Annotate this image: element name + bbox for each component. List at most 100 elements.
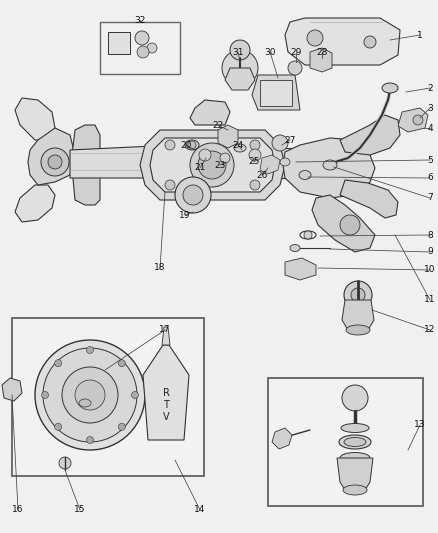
Ellipse shape xyxy=(381,83,397,93)
Circle shape xyxy=(363,36,375,48)
Circle shape xyxy=(190,143,233,187)
Text: 23: 23 xyxy=(214,160,225,169)
Circle shape xyxy=(412,115,422,125)
Text: 21: 21 xyxy=(194,164,205,173)
Polygon shape xyxy=(143,345,189,440)
Bar xyxy=(259,80,291,106)
Circle shape xyxy=(35,340,145,450)
Text: 15: 15 xyxy=(74,505,85,514)
Text: 2: 2 xyxy=(426,84,432,93)
Polygon shape xyxy=(15,98,55,140)
Circle shape xyxy=(75,380,105,410)
Circle shape xyxy=(41,148,69,176)
Circle shape xyxy=(147,43,157,53)
Text: 27: 27 xyxy=(284,135,295,144)
Circle shape xyxy=(249,180,259,190)
Text: T: T xyxy=(162,400,169,410)
Circle shape xyxy=(230,40,249,60)
Polygon shape xyxy=(218,125,237,148)
Circle shape xyxy=(131,392,138,399)
Bar xyxy=(100,22,180,74)
Circle shape xyxy=(272,135,287,151)
Circle shape xyxy=(118,423,125,430)
Circle shape xyxy=(165,140,175,150)
Circle shape xyxy=(222,50,258,86)
Text: 12: 12 xyxy=(424,326,434,335)
Text: 19: 19 xyxy=(179,211,191,220)
Ellipse shape xyxy=(345,325,369,335)
Polygon shape xyxy=(225,68,254,90)
Circle shape xyxy=(55,360,62,367)
Text: V: V xyxy=(162,412,169,422)
Text: 6: 6 xyxy=(426,174,432,182)
Circle shape xyxy=(198,151,226,179)
Text: 7: 7 xyxy=(426,193,432,203)
Polygon shape xyxy=(284,258,315,280)
Circle shape xyxy=(135,31,148,45)
Text: 30: 30 xyxy=(264,47,275,56)
Polygon shape xyxy=(309,48,331,72)
Text: 11: 11 xyxy=(423,295,435,304)
Circle shape xyxy=(55,423,62,430)
Ellipse shape xyxy=(290,245,299,252)
Text: 25: 25 xyxy=(248,157,259,166)
Circle shape xyxy=(287,61,301,75)
Circle shape xyxy=(219,153,230,163)
Text: 26: 26 xyxy=(256,171,267,180)
Text: 10: 10 xyxy=(423,265,435,274)
Polygon shape xyxy=(70,145,175,178)
Text: 31: 31 xyxy=(232,47,243,56)
Circle shape xyxy=(43,348,137,442)
Polygon shape xyxy=(162,327,170,345)
Circle shape xyxy=(350,288,364,302)
Ellipse shape xyxy=(184,140,198,150)
Text: 13: 13 xyxy=(413,421,425,430)
Ellipse shape xyxy=(298,171,310,180)
Text: 9: 9 xyxy=(426,247,432,256)
Text: 22: 22 xyxy=(212,120,223,130)
Circle shape xyxy=(341,385,367,411)
Polygon shape xyxy=(15,185,55,222)
Circle shape xyxy=(62,367,118,423)
Circle shape xyxy=(248,149,261,161)
Polygon shape xyxy=(339,115,399,155)
Text: 24: 24 xyxy=(232,141,243,149)
Text: 5: 5 xyxy=(426,156,432,165)
Circle shape xyxy=(165,180,175,190)
Bar xyxy=(12,318,204,476)
Ellipse shape xyxy=(343,438,365,447)
Ellipse shape xyxy=(340,424,368,432)
Circle shape xyxy=(249,140,259,150)
Circle shape xyxy=(137,46,148,58)
Polygon shape xyxy=(269,148,319,178)
Text: 16: 16 xyxy=(12,505,24,514)
Text: 17: 17 xyxy=(159,326,170,335)
Text: 1: 1 xyxy=(416,30,422,39)
Ellipse shape xyxy=(339,453,369,464)
Circle shape xyxy=(306,30,322,46)
Text: 20: 20 xyxy=(180,141,191,149)
Circle shape xyxy=(198,149,211,161)
Circle shape xyxy=(48,155,62,169)
Polygon shape xyxy=(150,138,274,192)
Bar xyxy=(267,378,422,506)
Polygon shape xyxy=(72,125,100,205)
Polygon shape xyxy=(284,18,399,65)
Circle shape xyxy=(42,392,48,399)
Circle shape xyxy=(175,177,211,213)
Ellipse shape xyxy=(338,435,370,449)
Polygon shape xyxy=(397,108,427,132)
Polygon shape xyxy=(259,155,279,174)
Polygon shape xyxy=(311,195,374,252)
Text: R: R xyxy=(162,388,169,398)
Ellipse shape xyxy=(79,399,91,407)
Text: 14: 14 xyxy=(194,505,205,514)
Text: 8: 8 xyxy=(426,230,432,239)
Circle shape xyxy=(183,185,202,205)
Polygon shape xyxy=(336,458,372,490)
Ellipse shape xyxy=(279,158,290,166)
Polygon shape xyxy=(2,378,22,401)
Ellipse shape xyxy=(233,144,245,152)
Text: 28: 28 xyxy=(316,47,327,56)
Text: 18: 18 xyxy=(154,263,166,272)
